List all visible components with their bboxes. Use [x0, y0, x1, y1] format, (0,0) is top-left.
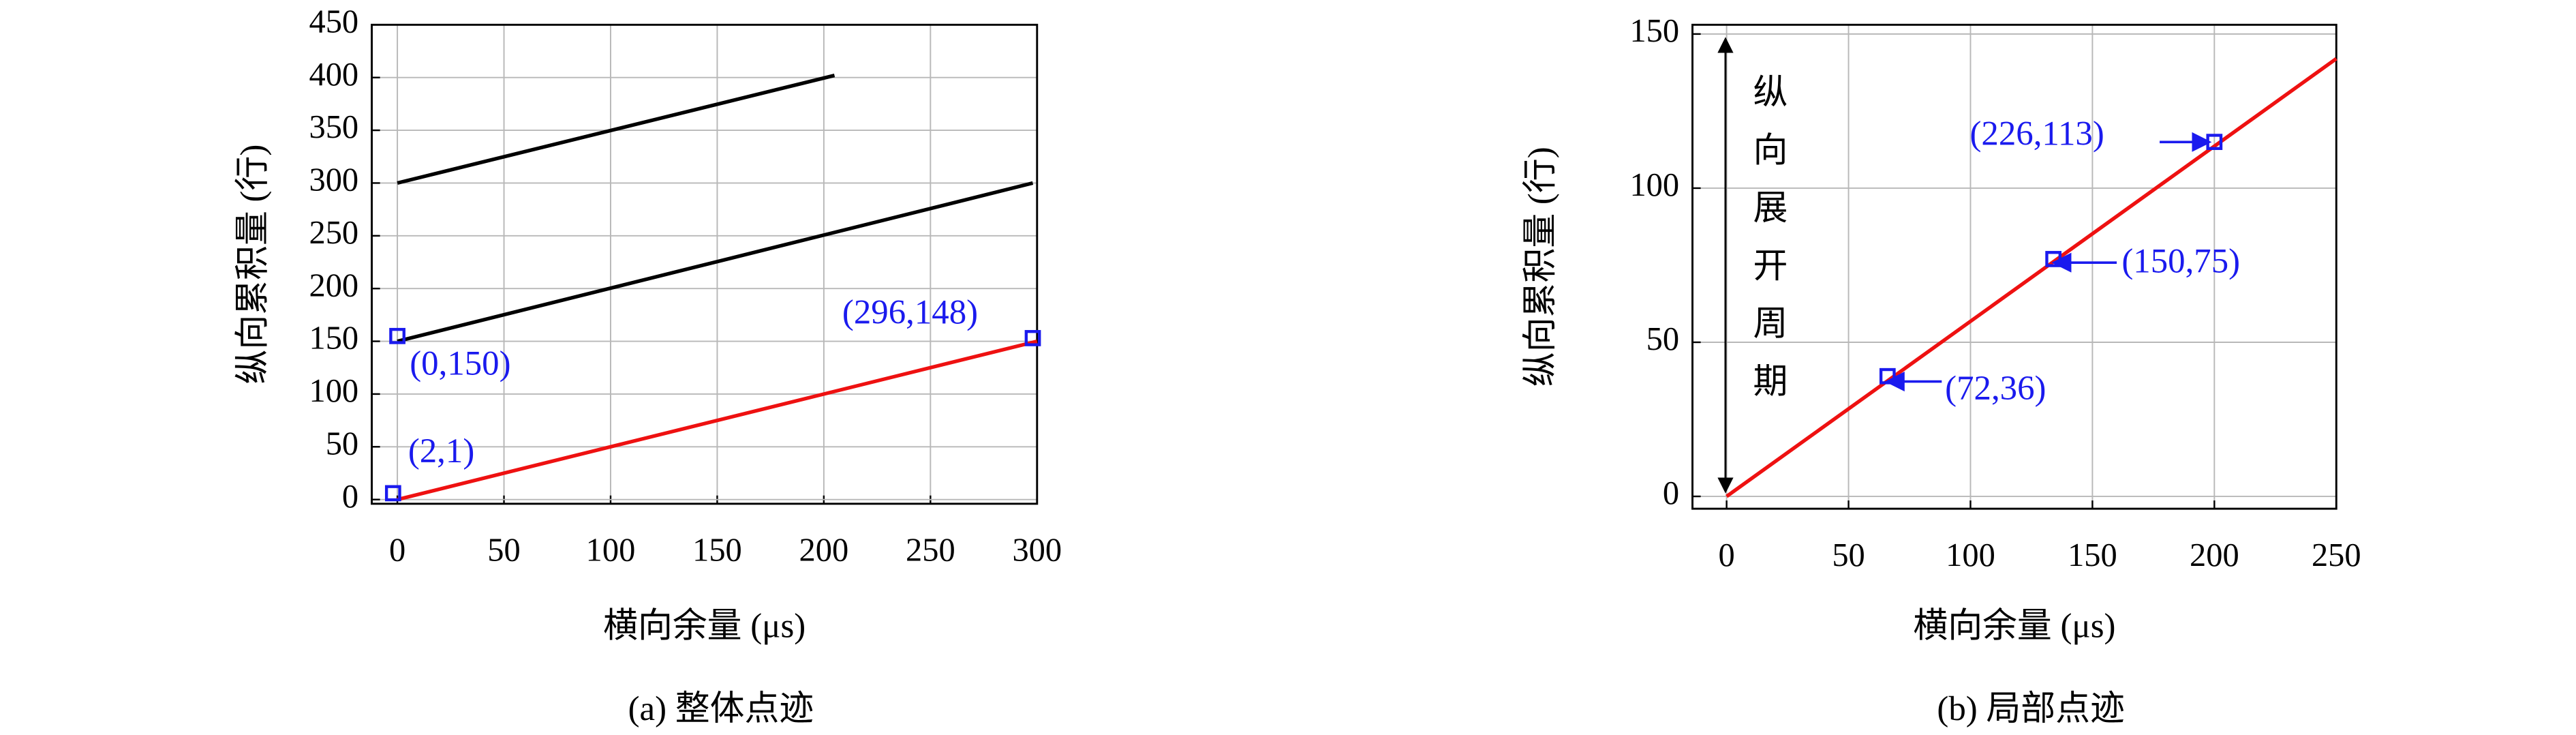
y-tick-label: 100 [309, 373, 358, 409]
x-tick-label: 250 [906, 532, 955, 569]
y-tick-label: 100 [1629, 167, 1679, 203]
y-tick-label: 50 [1646, 321, 1679, 357]
x-axis-label: 横向余量 (μs) [1913, 608, 2115, 646]
point-marker [384, 485, 401, 502]
y-tick-label: 150 [1629, 13, 1679, 49]
subplot-caption: (b) 局部点迹 [1937, 690, 2124, 728]
y-tick-label: 450 [309, 3, 358, 40]
x-tick-label: 300 [1012, 532, 1062, 569]
point-marker [389, 327, 405, 344]
annotation: (226,113) [1969, 115, 2104, 153]
data-line [397, 339, 1038, 502]
x-tick-label: 100 [586, 532, 636, 569]
annotation: (0,150) [410, 344, 510, 382]
annotation: (296,148) [842, 293, 978, 331]
plot-frame [371, 23, 1039, 505]
annotation: (72,36) [1945, 370, 2046, 408]
x-tick-label: 250 [2312, 537, 2361, 573]
y-tick-label: 300 [309, 162, 358, 198]
span-label: 纵向展开周期 [1747, 74, 1787, 421]
annotation: (2,1) [408, 432, 474, 470]
x-tick-label: 200 [2190, 537, 2239, 573]
x-tick-label: 150 [2068, 537, 2117, 573]
y-tick-label: 400 [309, 57, 358, 93]
x-tick-label: 50 [487, 532, 520, 569]
y-tick-label: 0 [342, 479, 358, 515]
subplot-caption: (a) 整体点迹 [628, 690, 814, 728]
y-tick-label: 50 [326, 425, 358, 462]
x-tick-label: 0 [1718, 537, 1734, 573]
x-tick-label: 100 [1946, 537, 1995, 573]
y-axis-label: 纵向累积量 (行) [1522, 147, 1560, 387]
x-tick-label: 200 [799, 532, 849, 569]
plot-frame [1691, 23, 2337, 510]
y-tick-label: 350 [309, 109, 358, 145]
y-tick-label: 150 [309, 320, 358, 357]
data-line [397, 74, 835, 185]
y-tick-label: 0 [1663, 475, 1679, 511]
x-tick-label: 150 [692, 532, 742, 569]
y-tick-label: 200 [309, 267, 358, 303]
y-tick-label: 250 [309, 215, 358, 251]
data-line [397, 181, 1034, 344]
y-axis-label: 纵向累积量 (行) [234, 145, 273, 385]
data-line [1726, 57, 2337, 498]
point-marker [1024, 330, 1041, 346]
x-axis-label: 横向余量 (μs) [603, 608, 806, 646]
x-tick-label: 0 [389, 532, 405, 569]
annotation: (150,75) [2121, 242, 2240, 280]
x-tick-label: 50 [1832, 537, 1865, 573]
